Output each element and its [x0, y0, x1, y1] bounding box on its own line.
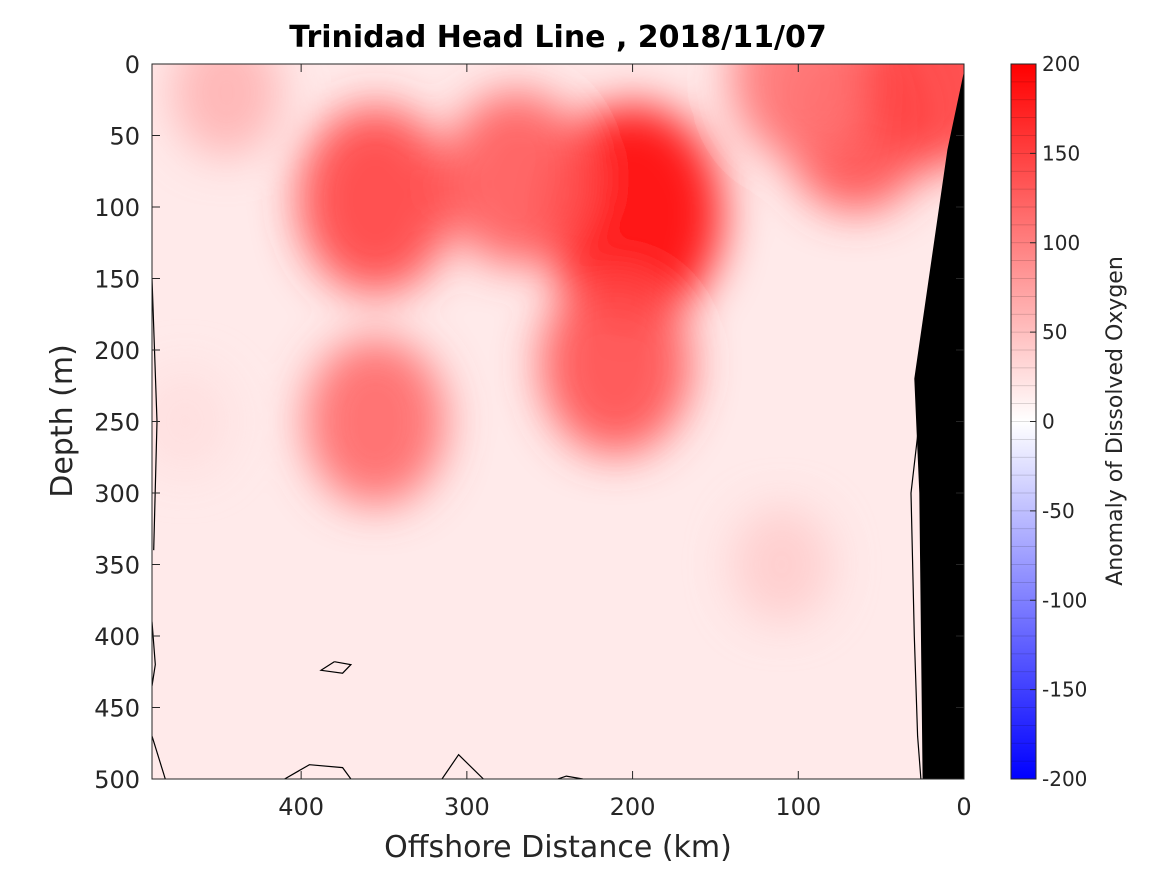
y-tick-label: 350 [94, 552, 140, 580]
seafloor-mask [914, 71, 964, 779]
anomaly-blob-7 [730, 64, 866, 160]
colorbar-tick-label: -50 [1042, 499, 1075, 523]
anomaly-blob-2 [298, 106, 454, 294]
zero-contour-2 [152, 735, 166, 779]
y-axis-label: Depth (m) [45, 344, 80, 498]
y-tick-label: 50 [109, 123, 140, 151]
y-tick-label: 250 [94, 409, 140, 437]
y-tick-label: 500 [94, 766, 140, 794]
colorbar-tick-label: 200 [1042, 52, 1080, 76]
y-tick-label: 300 [94, 480, 140, 508]
anomaly-blob-0 [542, 104, 723, 325]
colorbar-tick-label: -200 [1042, 767, 1087, 791]
y-tick-label: 100 [94, 194, 140, 222]
zero-contour-6 [557, 775, 584, 779]
y-tick-label: 0 [125, 51, 140, 79]
y-axis-ticks: 0 50 100 150 200 250 300 350 400 450 500 [94, 51, 964, 794]
colorbar-tick-label: 100 [1042, 231, 1080, 255]
colorbar-tick-label: -150 [1042, 678, 1087, 702]
anomaly-blob-3 [305, 337, 446, 506]
y-tick-label: 150 [94, 266, 140, 294]
colorbar-label: Anomaly of Dissolved Oxygen [1103, 256, 1128, 586]
colorbar-tick-label: -100 [1042, 588, 1087, 612]
colorbar-tick-label: 50 [1042, 320, 1067, 344]
zero-contour-7 [910, 407, 922, 779]
x-tick-label: 100 [775, 793, 821, 821]
colorbar-steps [1011, 63, 1036, 780]
x-tick-label: 200 [610, 793, 656, 821]
x-tick-label: 400 [278, 793, 324, 821]
x-axis-ticks: 400 300 200 100 0 [278, 64, 972, 821]
x-tick-label: 0 [956, 793, 971, 821]
y-tick-label: 200 [94, 337, 140, 365]
y-tick-label: 450 [94, 695, 140, 723]
x-axis-label: Offshore Distance (km) [384, 830, 732, 865]
plot-area [151, 63, 965, 780]
anomaly-blob-6 [444, 91, 590, 266]
anomaly-blob-8 [171, 64, 282, 158]
x-tick-label: 300 [444, 793, 490, 821]
chart-title: Trinidad Head Line , 2018/11/07 [289, 20, 826, 55]
anomaly-blob-10 [731, 506, 832, 623]
y-tick-label: 400 [94, 623, 140, 651]
anomaly-blob-9 [152, 368, 232, 475]
field-blobs [152, 64, 964, 623]
zero-contour-5 [441, 753, 484, 779]
anomaly-field [152, 64, 964, 779]
zero-contour-3 [284, 764, 352, 779]
anomaly-blob-5 [861, 64, 964, 170]
colorbar-ticks: 200 150 100 50 0 -50 -100 -150 -200 [1030, 52, 1087, 791]
colorbar-tick-label: 0 [1042, 410, 1055, 434]
anomaly-blob-1 [541, 273, 691, 455]
colorbar-tick-label: 150 [1042, 141, 1080, 165]
zero-contour-4 [319, 661, 353, 674]
colorbar: 200 150 100 50 0 -50 -100 -150 -200 [1010, 52, 1087, 791]
